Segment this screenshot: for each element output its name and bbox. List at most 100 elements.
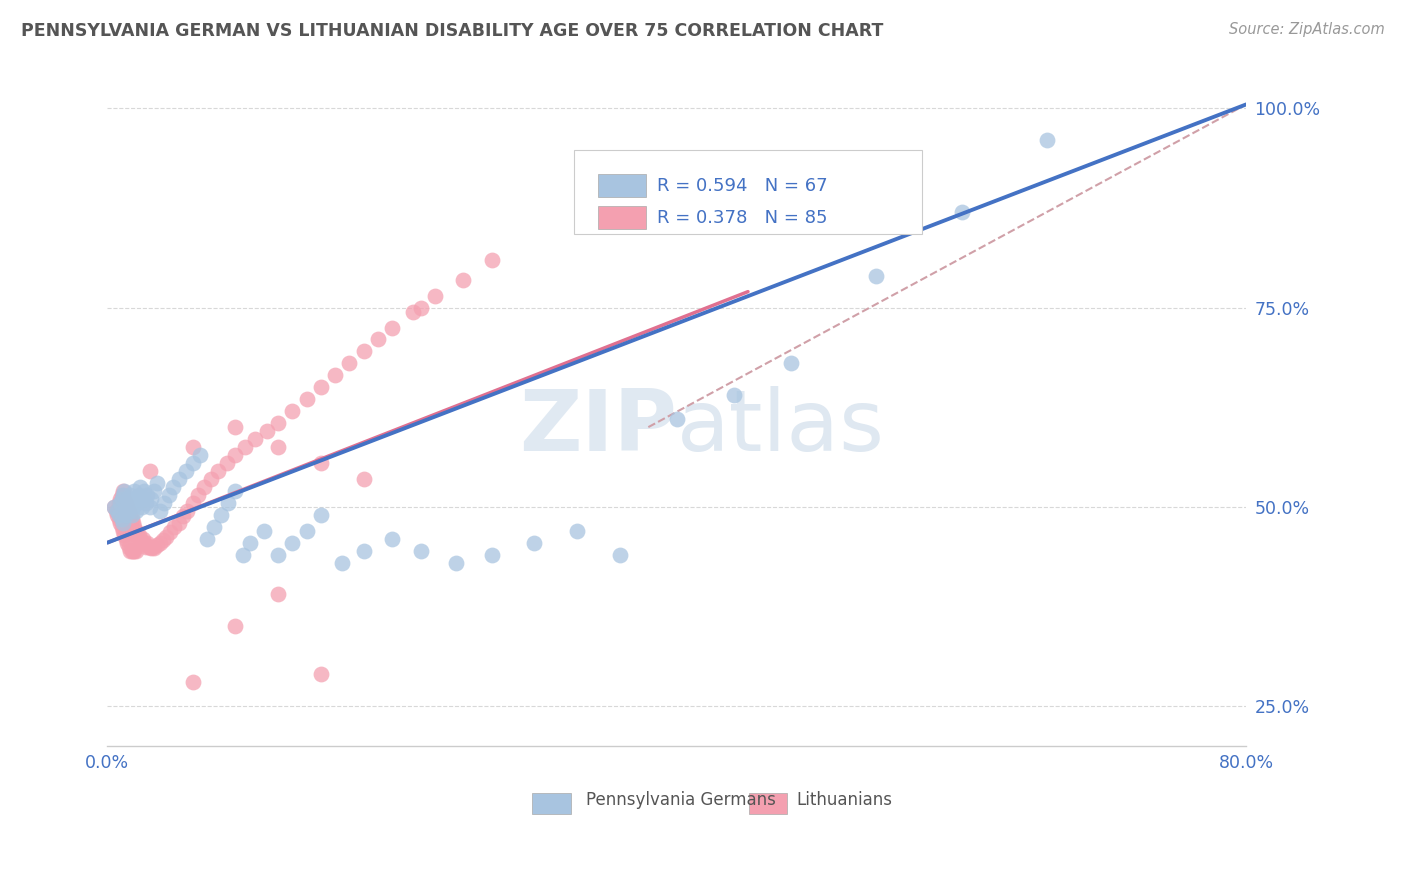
Point — [423, 288, 446, 302]
Point — [381, 320, 404, 334]
Point — [193, 480, 215, 494]
Text: R = 0.594   N = 67: R = 0.594 N = 67 — [658, 177, 828, 194]
Text: Pennsylvania Germans: Pennsylvania Germans — [586, 791, 776, 809]
Point — [132, 491, 155, 506]
Point — [232, 548, 254, 562]
Point — [128, 488, 150, 502]
Point — [117, 535, 139, 549]
Point — [323, 368, 346, 383]
Point — [224, 448, 246, 462]
Point — [245, 432, 267, 446]
Point — [104, 504, 127, 518]
Point — [117, 491, 139, 506]
Point — [181, 496, 204, 510]
Point — [127, 527, 149, 541]
Point — [131, 500, 153, 514]
Point — [267, 548, 290, 562]
Point — [146, 475, 169, 490]
Point — [202, 520, 225, 534]
Point — [115, 496, 138, 510]
Point — [138, 540, 160, 554]
Point — [120, 488, 142, 502]
Point — [108, 491, 131, 506]
Point — [200, 472, 222, 486]
Point — [115, 532, 138, 546]
Point — [181, 456, 204, 470]
Point — [121, 543, 143, 558]
Point — [117, 500, 139, 514]
Point — [118, 504, 141, 518]
FancyBboxPatch shape — [598, 206, 645, 229]
Point — [124, 520, 146, 534]
Point — [107, 496, 129, 510]
Point — [295, 392, 318, 407]
Point — [167, 516, 190, 530]
Point — [723, 388, 745, 402]
Point — [779, 356, 801, 370]
Point — [224, 483, 246, 498]
Point — [120, 543, 142, 558]
Point — [224, 619, 246, 633]
FancyBboxPatch shape — [598, 174, 645, 197]
Point — [124, 483, 146, 498]
Point — [402, 304, 425, 318]
FancyBboxPatch shape — [748, 793, 787, 814]
Point — [224, 420, 246, 434]
Point — [209, 508, 232, 522]
Point — [129, 480, 152, 494]
Point — [481, 548, 503, 562]
Point — [152, 533, 174, 548]
Point — [108, 496, 131, 510]
Point — [1036, 133, 1059, 147]
Point — [409, 543, 432, 558]
Point — [139, 500, 162, 514]
Point — [451, 273, 474, 287]
Point — [187, 488, 209, 502]
Point — [143, 541, 166, 556]
Point — [353, 472, 375, 486]
Point — [309, 456, 332, 470]
Point — [481, 252, 503, 267]
Point — [149, 535, 172, 549]
Point — [110, 488, 132, 502]
Point — [114, 491, 136, 506]
Point — [125, 543, 148, 558]
Point — [153, 496, 176, 510]
Point — [159, 525, 181, 540]
Point — [267, 416, 290, 430]
Point — [167, 472, 190, 486]
Point — [139, 464, 162, 478]
Point — [256, 424, 278, 438]
Point — [107, 512, 129, 526]
Point — [162, 480, 184, 494]
Point — [128, 527, 150, 541]
Point — [125, 504, 148, 518]
Point — [139, 540, 162, 554]
Point — [111, 488, 134, 502]
Point — [309, 508, 332, 522]
Point — [114, 527, 136, 541]
Point — [207, 464, 229, 478]
FancyBboxPatch shape — [574, 150, 922, 235]
Point — [124, 543, 146, 558]
Point — [665, 412, 688, 426]
Point — [267, 440, 290, 454]
Text: R = 0.378   N = 85: R = 0.378 N = 85 — [658, 209, 828, 227]
Point — [295, 524, 318, 538]
Point — [121, 508, 143, 522]
Point — [131, 535, 153, 549]
Point — [121, 512, 143, 526]
Point — [353, 543, 375, 558]
Point — [865, 268, 887, 283]
Point — [111, 516, 134, 530]
Point — [108, 516, 131, 530]
Text: PENNSYLVANIA GERMAN VS LITHUANIAN DISABILITY AGE OVER 75 CORRELATION CHART: PENNSYLVANIA GERMAN VS LITHUANIAN DISABI… — [21, 22, 883, 40]
Point — [353, 344, 375, 359]
Point — [118, 540, 141, 554]
Point — [267, 587, 290, 601]
Point — [157, 488, 180, 502]
Point — [127, 496, 149, 510]
Text: Source: ZipAtlas.com: Source: ZipAtlas.com — [1229, 22, 1385, 37]
Point — [609, 548, 631, 562]
Text: ZIP: ZIP — [519, 386, 676, 469]
